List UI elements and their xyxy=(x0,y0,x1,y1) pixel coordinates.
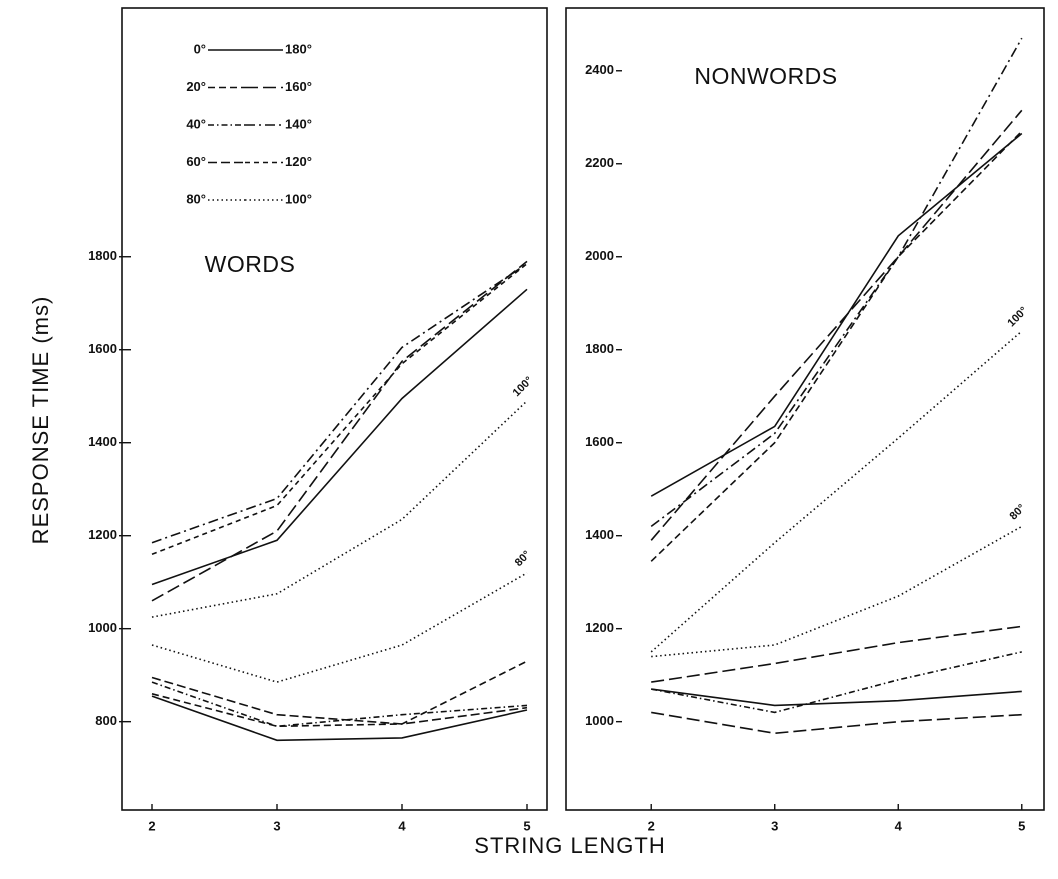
series-line xyxy=(151,260,528,602)
series-line xyxy=(650,109,1023,541)
y-tick-label: 1400 xyxy=(585,527,614,542)
x-tick-label: 3 xyxy=(771,818,778,833)
series-line xyxy=(151,263,528,556)
x-tick-label: 5 xyxy=(523,818,530,833)
x-tick-label: 5 xyxy=(1018,818,1025,833)
x-axis-label: STRING LENGTH xyxy=(474,833,665,858)
line-label: 80° xyxy=(1008,502,1028,522)
series-line xyxy=(151,288,528,586)
line-label: 100° xyxy=(1005,305,1030,330)
x-tick-label: 3 xyxy=(273,818,280,833)
x-tick-label: 4 xyxy=(895,818,903,833)
series-line xyxy=(651,711,1022,735)
y-tick-label: 1800 xyxy=(88,248,117,263)
series-line xyxy=(650,132,1023,497)
series-line xyxy=(650,37,1023,528)
legend-label: 20° xyxy=(186,79,206,94)
legend-label: 40° xyxy=(186,116,206,131)
chart-title: NONWORDS xyxy=(694,63,837,89)
legend-label: 140° xyxy=(285,116,312,131)
series-line xyxy=(151,695,528,742)
y-tick-label: 2400 xyxy=(585,62,614,77)
y-tick-label: 1200 xyxy=(88,527,117,542)
x-tick-label: 4 xyxy=(398,818,406,833)
legend-label: 160° xyxy=(285,79,312,94)
y-tick-label: 1000 xyxy=(88,620,117,635)
plot-frame xyxy=(121,7,548,811)
x-tick-label: 2 xyxy=(648,818,655,833)
y-tick-label: 1200 xyxy=(585,620,614,635)
y-tick-label: 2000 xyxy=(585,248,614,263)
line-label: 100° xyxy=(511,375,536,400)
series-line xyxy=(650,330,1023,653)
series-line xyxy=(151,676,528,725)
y-tick-label: 1400 xyxy=(88,434,117,449)
series-line xyxy=(151,572,528,683)
line-label: 80° xyxy=(513,549,533,569)
y-tick-label: 2200 xyxy=(585,155,614,170)
chart-title: WORDS xyxy=(205,251,296,277)
series-line xyxy=(151,660,528,728)
legend-label: 120° xyxy=(285,154,312,169)
series-line xyxy=(151,263,528,544)
plot-frame xyxy=(565,7,1045,811)
y-axis-label: RESPONSE TIME (ms) xyxy=(28,296,53,545)
series-line xyxy=(151,681,528,728)
x-tick-label: 2 xyxy=(148,818,155,833)
series-line xyxy=(651,651,1022,714)
series-line xyxy=(151,400,528,618)
y-tick-label: 1600 xyxy=(585,434,614,449)
legend-label: 80° xyxy=(186,191,206,206)
legend-label: 0° xyxy=(194,41,206,56)
y-tick-label: 800 xyxy=(95,713,117,728)
series-line xyxy=(651,625,1022,683)
y-tick-label: 1000 xyxy=(585,713,614,728)
legend-label: 180° xyxy=(285,41,312,56)
series-line xyxy=(651,688,1022,707)
y-tick-label: 1800 xyxy=(585,341,614,356)
legend-label: 60° xyxy=(186,154,206,169)
y-tick-label: 1600 xyxy=(88,341,117,356)
series-line xyxy=(651,525,1023,658)
legend-label: 100° xyxy=(285,191,312,206)
